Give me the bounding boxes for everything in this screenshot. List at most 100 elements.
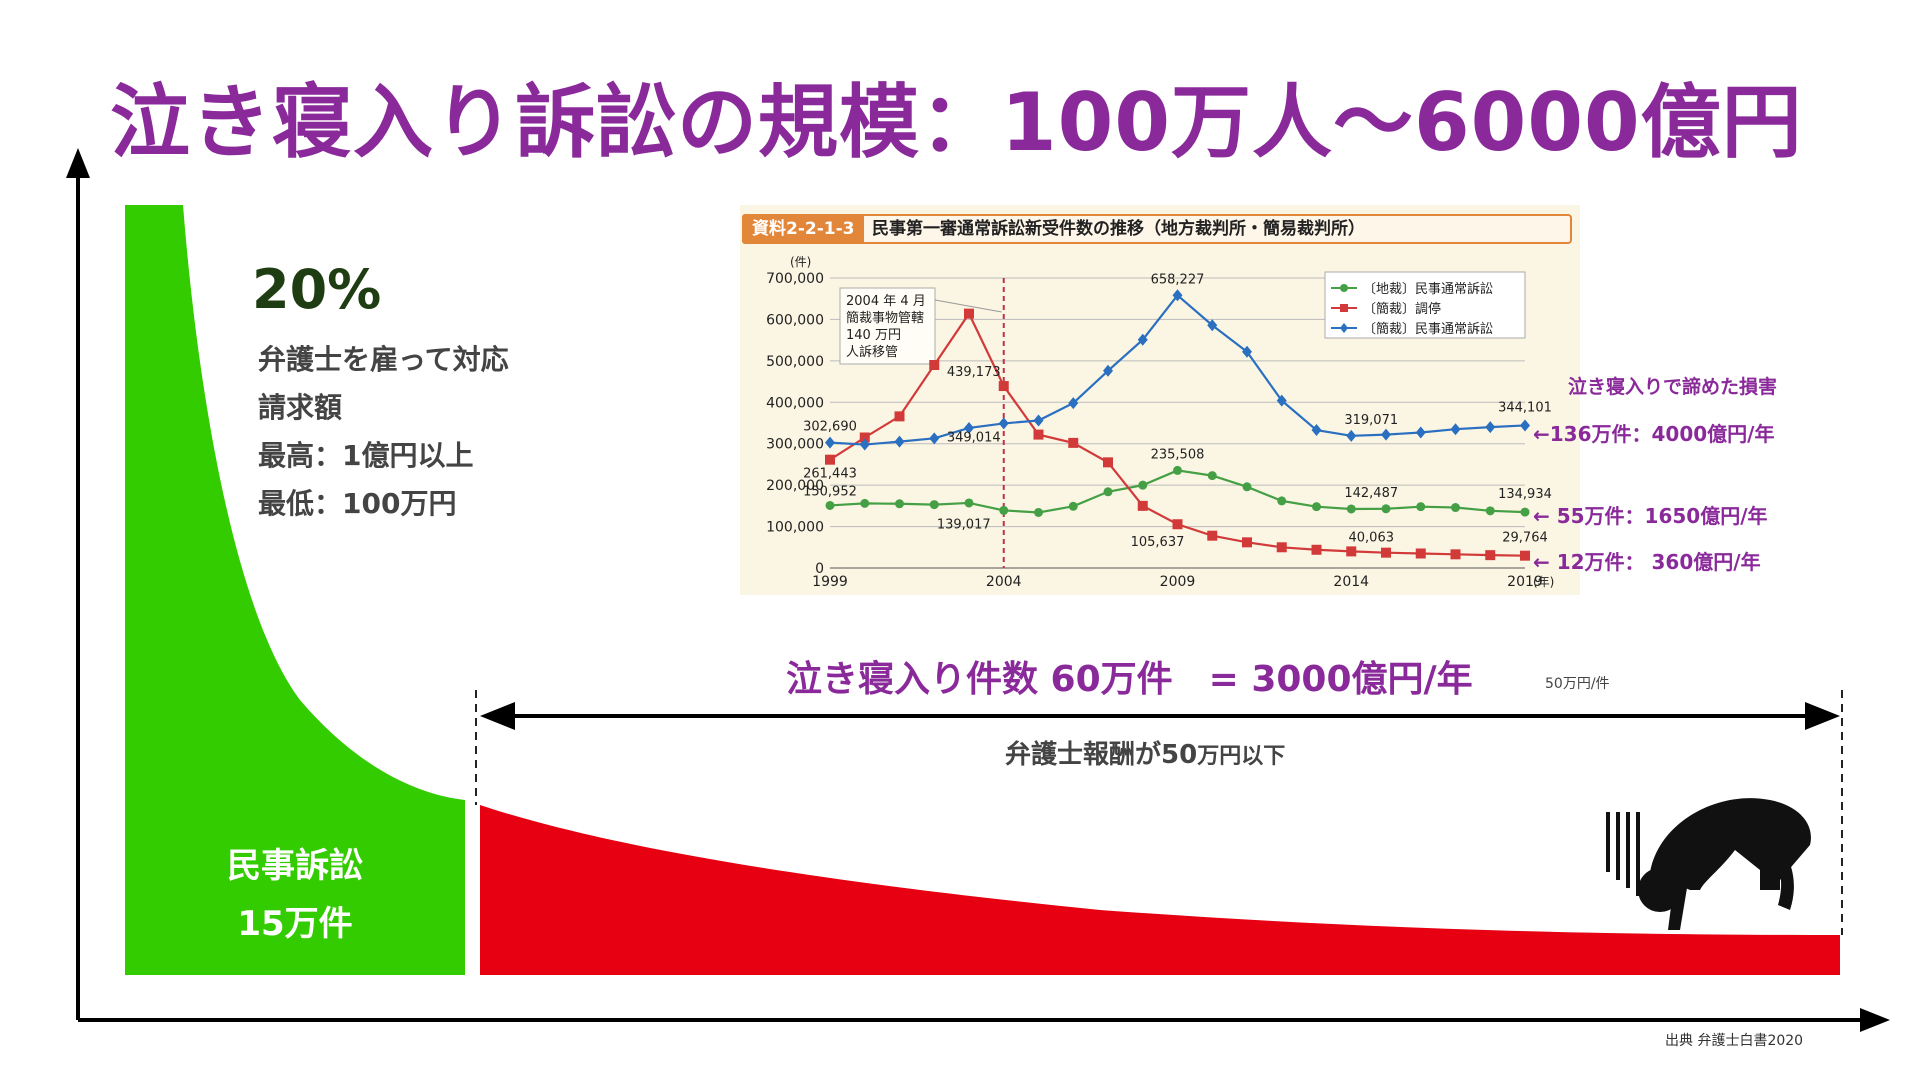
side-note-green: ← 55万件：1650億円/年 (1533, 504, 1768, 528)
x-tick-label: 2004 (986, 574, 1022, 590)
legend-label: 〔簡裁〕民事通常訴訟 (1363, 321, 1493, 337)
data-point (1520, 550, 1530, 561)
data-point (999, 505, 1009, 515)
inset-chart-title: 民事第一審通常訴訟新受件数の推移（地方裁判所・簡易裁判所） (872, 219, 1365, 239)
data-point (1346, 504, 1356, 514)
data-label: 261,443 (803, 467, 857, 482)
left-line-4: 最低：100万円 (258, 487, 457, 520)
y-tick-label: 400,000 (766, 395, 824, 411)
data-point (1242, 537, 1252, 548)
arrow-label-main: 弁護士報酬が50 (1005, 740, 1198, 770)
data-point (1068, 501, 1078, 511)
y-tick-label: 700,000 (766, 271, 824, 287)
data-point (859, 438, 870, 451)
data-point (1033, 429, 1044, 440)
x-unit-label: (年) (1533, 575, 1554, 589)
data-point (1381, 504, 1391, 514)
data-point (929, 432, 940, 445)
data-point (1277, 496, 1287, 506)
data-point (964, 308, 974, 319)
inset-line-chart: 0 100,000 200,000 300,000 400,000 500,000 600,… (766, 255, 1554, 590)
source-note: 出典 弁護士白書2020 (1665, 1033, 1804, 1049)
x-tick-label: 1999 (812, 574, 848, 590)
headline-note: 50万円/件 (1545, 676, 1610, 692)
data-point (1068, 437, 1079, 448)
data-label: 40,063 (1349, 530, 1395, 545)
data-point (1485, 550, 1496, 561)
data-point (1034, 507, 1043, 517)
y-unit-label: (件) (790, 255, 811, 269)
headline: 泣き寝入り件数 60万件 = 3000億円/年 (786, 659, 1473, 700)
data-point (998, 417, 1009, 430)
data-label: 139,017 (937, 517, 991, 532)
data-point (1381, 547, 1391, 558)
data-point (929, 500, 939, 510)
data-point (1276, 542, 1287, 553)
arrow-label: 弁護士報酬が50万円以下 (1005, 734, 1285, 771)
range-arrow-left-head (480, 702, 515, 730)
crouching-person-icon (1606, 798, 1811, 930)
data-label: 142,487 (1344, 486, 1398, 501)
data-point (1242, 345, 1252, 358)
page-title: 泣き寝入り訴訟の規模：100万人〜6000億円 (110, 76, 1803, 169)
data-point (1416, 502, 1426, 512)
annotation-line: 2004 年 4 月 (846, 294, 926, 309)
y-tick-label: 500,000 (766, 354, 824, 370)
data-point (1311, 544, 1322, 555)
data-point (1485, 421, 1496, 434)
data-point (998, 381, 1009, 392)
green-area-label-1: 民事訴訟 (227, 846, 363, 886)
inset-chart-frame (740, 205, 1580, 595)
data-point (964, 498, 974, 508)
data-point (1276, 394, 1287, 407)
data-point (1172, 289, 1183, 302)
data-label: 658,227 (1151, 272, 1205, 287)
green-area-label-2: 15万件 (237, 904, 353, 944)
data-point (1207, 530, 1218, 541)
data-point (1312, 502, 1321, 512)
x-tick-label: 2014 (1333, 574, 1369, 590)
side-note-header: 泣き寝入りで諦めた損害 (1568, 376, 1778, 398)
data-point (1207, 319, 1218, 332)
data-point (894, 411, 905, 422)
data-point (1103, 457, 1113, 468)
data-point (1520, 507, 1530, 517)
data-label: 29,764 (1502, 531, 1548, 546)
data-label: 344,101 (1498, 400, 1552, 415)
data-point (1415, 426, 1426, 439)
annotation-box (839, 287, 936, 365)
data-point (1346, 546, 1357, 557)
x-tick-label: 2009 (1160, 574, 1196, 590)
data-label: 349,014 (947, 430, 1001, 445)
data-label: 302,690 (803, 420, 857, 435)
legend-label: 〔地裁〕民事通常訴訟 (1363, 281, 1493, 297)
left-line-1: 弁護士を雇って対応 (258, 343, 509, 376)
data-point (1103, 487, 1113, 497)
data-point (860, 498, 870, 508)
green-area (125, 205, 465, 975)
side-note-red: ← 12万件： 360億円/年 (1533, 550, 1761, 574)
data-point (1033, 414, 1044, 427)
data-label: 439,173 (947, 365, 1001, 380)
legend-marker (1340, 284, 1348, 292)
left-line-3: 最高：1億円以上 (258, 439, 474, 472)
annotation-line: 簡裁事物管轄 (846, 310, 924, 326)
data-point (1172, 519, 1183, 530)
y-tick-label: 0 (815, 561, 824, 577)
data-point (1173, 465, 1182, 475)
side-note-blue: ←136万件：4000億円/年 (1533, 422, 1775, 446)
data-point (1520, 419, 1530, 432)
data-label: 319,071 (1344, 413, 1398, 428)
y-tick-label: 600,000 (766, 312, 824, 328)
data-point (1451, 503, 1460, 513)
x-tick-label: 2019 (1507, 574, 1543, 590)
data-point (1381, 428, 1391, 441)
data-point (1415, 548, 1426, 559)
data-point (1311, 424, 1322, 437)
data-label: 235,508 (1151, 447, 1205, 462)
data-point (1346, 429, 1357, 442)
left-line-2: 請求額 (258, 391, 343, 424)
data-point (895, 499, 904, 509)
data-point (1103, 364, 1113, 377)
